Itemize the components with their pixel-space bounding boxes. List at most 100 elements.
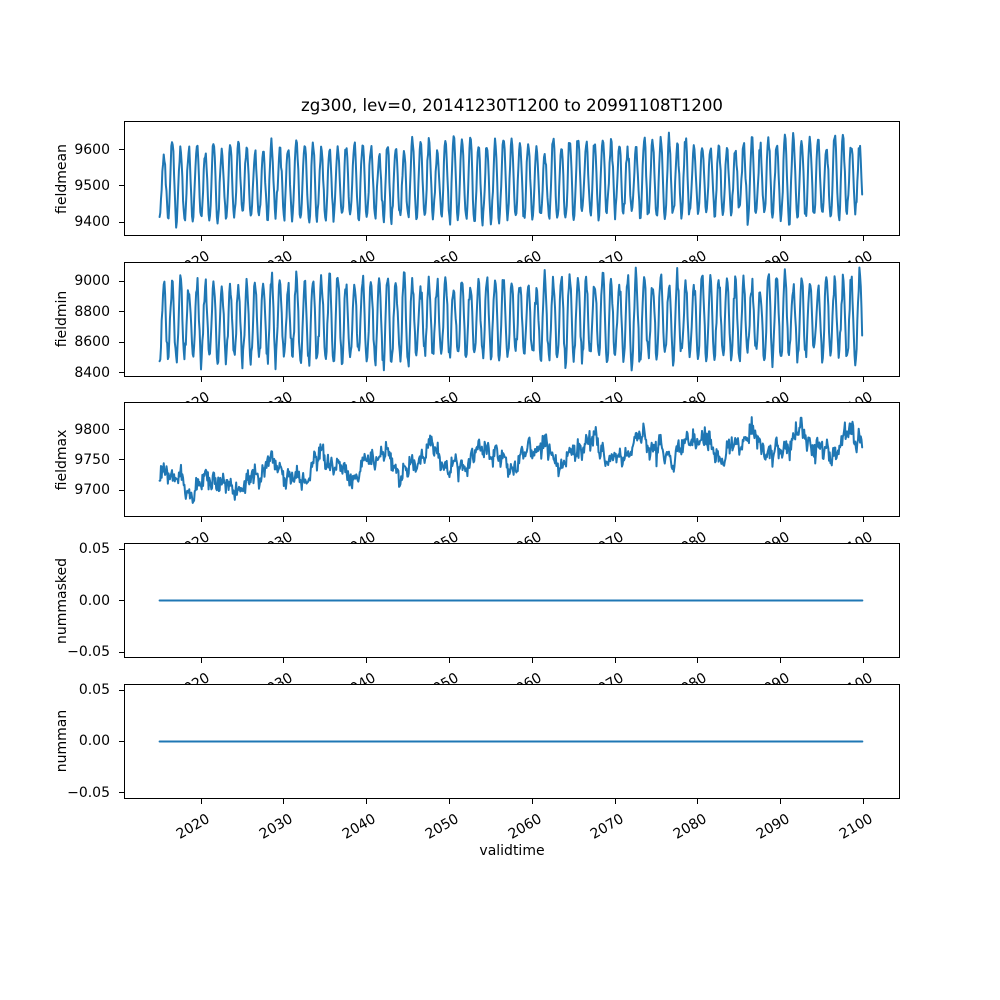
y-tick-mark [119, 740, 124, 742]
x-tick-label: 2050 [422, 810, 462, 843]
x-axis-label: validtime [479, 843, 545, 859]
x-tick-mark [697, 798, 699, 804]
x-tick-label: 2030 [256, 810, 296, 843]
y-tick-mark [119, 548, 124, 550]
x-tick-mark [531, 376, 533, 382]
y-tick-mark [119, 280, 124, 282]
x-tick-mark [780, 236, 782, 241]
y-tick-mark [119, 221, 124, 223]
y-tick-label: 9800 [74, 421, 110, 438]
y-tick-mark [119, 600, 124, 602]
x-tick-mark [448, 517, 450, 523]
y-tick-mark [119, 185, 124, 187]
line-series-nummasked [158, 599, 864, 602]
x-tick-label: 2080 [671, 810, 710, 843]
x-tick-mark [448, 798, 450, 804]
x-tick-mark [863, 798, 865, 804]
y-tick-label: −0.05 [67, 644, 110, 661]
x-tick-mark [531, 658, 533, 664]
x-tick-mark [531, 236, 533, 241]
x-tick-mark [531, 517, 533, 523]
y-tick-mark [119, 792, 124, 794]
line-series-numman [158, 740, 864, 743]
y-tick-label: 8600 [74, 334, 110, 351]
y-tick-mark [119, 689, 124, 691]
y-tick-label: 0.00 [78, 592, 110, 609]
x-tick-mark [283, 658, 285, 664]
x-tick-mark [200, 517, 202, 523]
ylabel-fieldmin: fieldmin [54, 290, 70, 348]
x-tick-mark [614, 376, 616, 382]
ylabel-numman: numman [54, 710, 70, 773]
line-series-fieldmax [158, 416, 864, 505]
x-tick-label: 2020 [174, 810, 214, 843]
x-tick-mark [614, 798, 616, 804]
x-tick-mark [283, 517, 285, 523]
x-tick-mark [366, 658, 368, 664]
x-tick-mark [863, 376, 865, 382]
x-tick-mark [780, 517, 782, 523]
line-series-fieldmin [158, 266, 864, 372]
ylabel-nummasked: nummasked [54, 557, 70, 644]
x-tick-mark [366, 376, 368, 382]
x-tick-mark [448, 376, 450, 382]
x-tick-mark [448, 236, 450, 241]
x-tick-mark [366, 517, 368, 523]
x-tick-mark [697, 376, 699, 382]
subplot-numman [124, 683, 900, 799]
y-tick-label: 0.05 [78, 682, 110, 699]
y-tick-mark [119, 651, 124, 653]
y-tick-label: 9750 [74, 451, 110, 468]
x-tick-mark [366, 798, 368, 804]
y-tick-label: 0.00 [78, 733, 110, 750]
x-tick-mark [780, 376, 782, 382]
subplot-fieldmax [124, 402, 900, 518]
y-tick-label: 9000 [74, 273, 110, 290]
y-tick-label: 9600 [74, 141, 110, 158]
x-tick-label: 2040 [339, 810, 379, 843]
x-tick-mark [614, 517, 616, 523]
x-tick-mark [614, 236, 616, 241]
x-tick-mark [863, 658, 865, 664]
y-tick-label: 9700 [74, 482, 110, 498]
y-tick-mark [119, 489, 124, 491]
x-tick-label: 2090 [753, 810, 793, 843]
x-tick-mark [200, 236, 202, 241]
y-tick-mark [119, 429, 124, 431]
y-tick-mark [119, 311, 124, 313]
x-tick-mark [863, 236, 865, 241]
x-tick-mark [531, 798, 533, 804]
x-tick-mark [448, 658, 450, 664]
x-tick-label: 2070 [588, 810, 628, 843]
x-tick-label: 2100 [836, 810, 876, 843]
y-tick-label: 8800 [74, 303, 110, 320]
y-tick-mark [119, 459, 124, 461]
ylabel-fieldmax: fieldmax [54, 429, 70, 491]
chart-title: zg300, lev=0, 20141230T1200 to 20991108T… [301, 96, 723, 115]
ylabel-fieldmean: fieldmean [54, 143, 70, 214]
y-tick-label: 9400 [74, 214, 110, 231]
x-tick-mark [283, 376, 285, 382]
x-tick-mark [614, 658, 616, 664]
y-tick-label: 9500 [74, 177, 110, 194]
x-tick-mark [697, 658, 699, 664]
x-tick-mark [780, 658, 782, 664]
x-tick-mark [283, 798, 285, 804]
x-tick-mark [200, 798, 202, 804]
y-tick-label: 0.05 [78, 541, 110, 558]
y-tick-mark [119, 341, 124, 343]
x-tick-mark [697, 517, 699, 523]
x-tick-mark [863, 517, 865, 523]
x-tick-mark [697, 236, 699, 241]
subplot-fieldmean [124, 121, 900, 236]
line-series-fieldmean [158, 131, 864, 229]
y-tick-mark [119, 372, 124, 374]
y-tick-label: −0.05 [67, 784, 110, 801]
x-tick-mark [780, 798, 782, 804]
